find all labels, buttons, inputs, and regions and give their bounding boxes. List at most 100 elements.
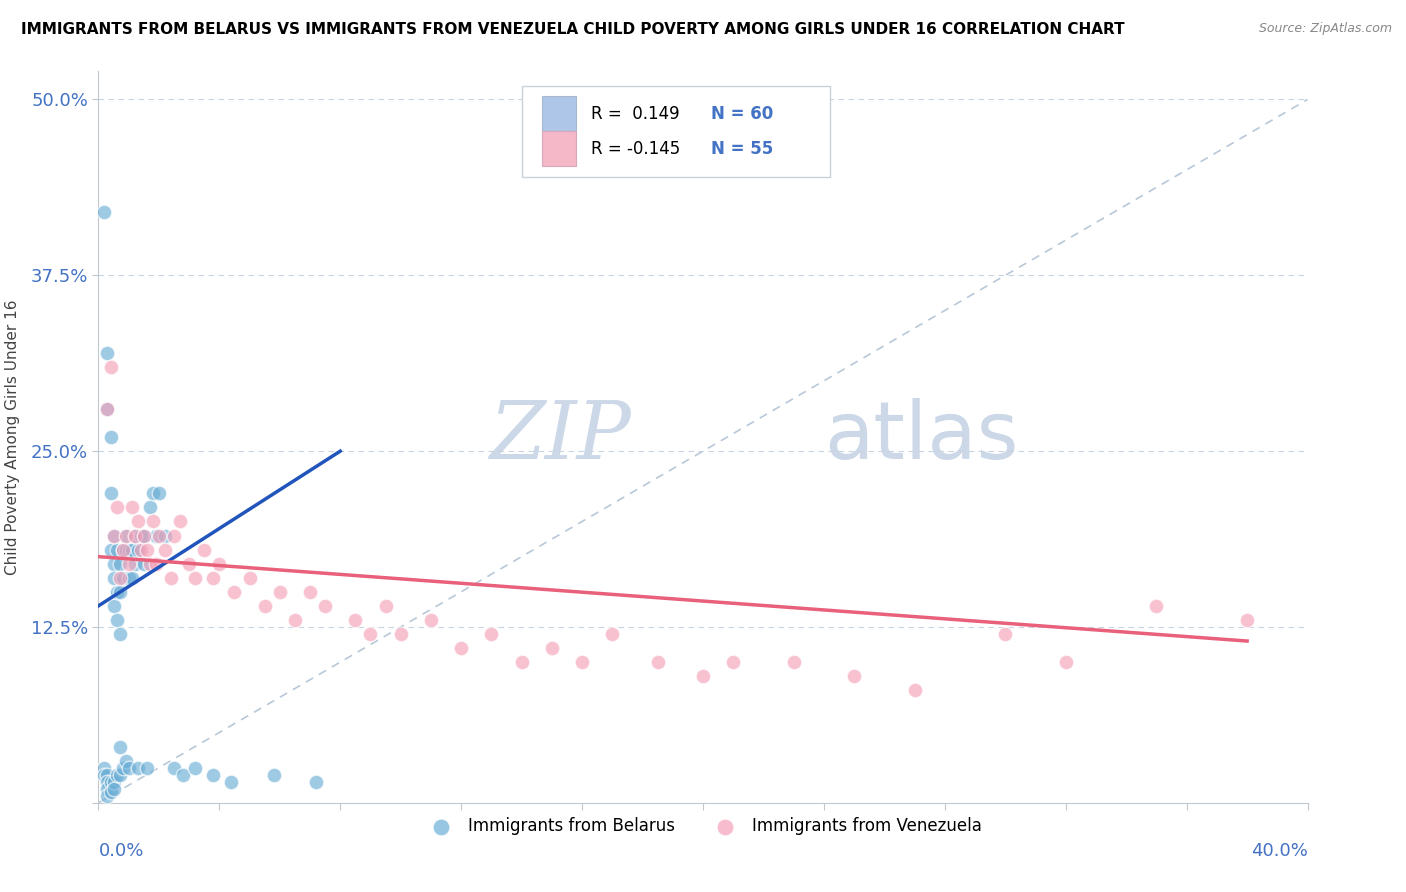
- Point: [96, 789, 118, 803]
- Point: [540, 641, 562, 656]
- Point: [647, 655, 669, 669]
- Point: [692, 669, 714, 683]
- Point: [129, 528, 152, 542]
- Text: N = 55: N = 55: [711, 140, 773, 158]
- Point: [96, 767, 118, 781]
- Point: [221, 774, 243, 789]
- Point: [96, 401, 118, 416]
- Point: [202, 767, 225, 781]
- Point: [121, 571, 143, 585]
- Point: [108, 627, 131, 641]
- Point: [263, 767, 285, 781]
- Text: 40.0%: 40.0%: [1251, 842, 1308, 860]
- Point: [299, 584, 322, 599]
- Point: [153, 528, 176, 542]
- Y-axis label: Child Poverty Among Girls Under 16: Child Poverty Among Girls Under 16: [4, 300, 20, 574]
- Point: [145, 557, 167, 571]
- Point: [121, 542, 143, 557]
- Point: [108, 739, 131, 754]
- Point: [105, 767, 128, 781]
- Point: [108, 767, 131, 781]
- Point: [103, 528, 125, 542]
- Point: [481, 627, 503, 641]
- Point: [114, 528, 136, 542]
- Point: [105, 500, 128, 515]
- Point: [420, 613, 443, 627]
- Point: [103, 571, 125, 585]
- Point: [132, 528, 155, 542]
- Legend: Immigrants from Belarus, Immigrants from Venezuela: Immigrants from Belarus, Immigrants from…: [418, 811, 988, 842]
- Point: [904, 683, 927, 698]
- Point: [100, 486, 122, 500]
- FancyBboxPatch shape: [522, 86, 830, 178]
- Point: [96, 774, 118, 789]
- Point: [844, 669, 866, 683]
- Point: [114, 542, 136, 557]
- Text: R = -0.145: R = -0.145: [591, 140, 679, 158]
- Point: [118, 571, 141, 585]
- Point: [93, 205, 115, 219]
- Point: [148, 486, 170, 500]
- Point: [184, 761, 207, 775]
- Point: [105, 542, 128, 557]
- Point: [184, 571, 207, 585]
- Point: [103, 599, 125, 613]
- Point: [105, 584, 128, 599]
- Point: [111, 542, 134, 557]
- Point: [103, 528, 125, 542]
- Point: [127, 761, 149, 775]
- Point: [96, 401, 118, 416]
- Point: [118, 542, 141, 557]
- FancyBboxPatch shape: [543, 96, 576, 131]
- Text: IMMIGRANTS FROM BELARUS VS IMMIGRANTS FROM VENEZUELA CHILD POVERTY AMONG GIRLS U: IMMIGRANTS FROM BELARUS VS IMMIGRANTS FR…: [21, 22, 1125, 37]
- Point: [179, 557, 201, 571]
- Point: [602, 627, 624, 641]
- Point: [1144, 599, 1167, 613]
- FancyBboxPatch shape: [543, 131, 576, 167]
- Point: [389, 627, 412, 641]
- Point: [284, 613, 307, 627]
- Point: [127, 515, 149, 529]
- Text: Source: ZipAtlas.com: Source: ZipAtlas.com: [1258, 22, 1392, 36]
- Point: [127, 542, 149, 557]
- Point: [100, 430, 122, 444]
- Point: [118, 557, 141, 571]
- Point: [96, 345, 118, 359]
- Point: [374, 599, 396, 613]
- Point: [111, 542, 134, 557]
- Point: [103, 781, 125, 796]
- Point: [118, 761, 141, 775]
- Point: [108, 571, 131, 585]
- Text: N = 60: N = 60: [711, 104, 773, 123]
- Point: [100, 784, 122, 798]
- Point: [163, 761, 186, 775]
- Point: [723, 655, 745, 669]
- Text: 0.0%: 0.0%: [98, 842, 143, 860]
- Point: [510, 655, 533, 669]
- Point: [103, 557, 125, 571]
- Point: [169, 515, 191, 529]
- Point: [114, 754, 136, 768]
- Point: [108, 584, 131, 599]
- Point: [314, 599, 336, 613]
- Point: [142, 486, 165, 500]
- Point: [121, 500, 143, 515]
- Point: [994, 627, 1017, 641]
- Point: [100, 359, 122, 374]
- Point: [93, 767, 115, 781]
- Point: [111, 761, 134, 775]
- Point: [96, 781, 118, 796]
- Point: [103, 774, 125, 789]
- Point: [239, 571, 262, 585]
- Text: R =  0.149: R = 0.149: [591, 104, 679, 123]
- Point: [160, 571, 183, 585]
- Point: [100, 542, 122, 557]
- Point: [124, 557, 146, 571]
- Point: [253, 599, 276, 613]
- Point: [114, 528, 136, 542]
- Point: [783, 655, 806, 669]
- Point: [1236, 613, 1258, 627]
- Point: [172, 767, 194, 781]
- Point: [148, 528, 170, 542]
- Point: [105, 613, 128, 627]
